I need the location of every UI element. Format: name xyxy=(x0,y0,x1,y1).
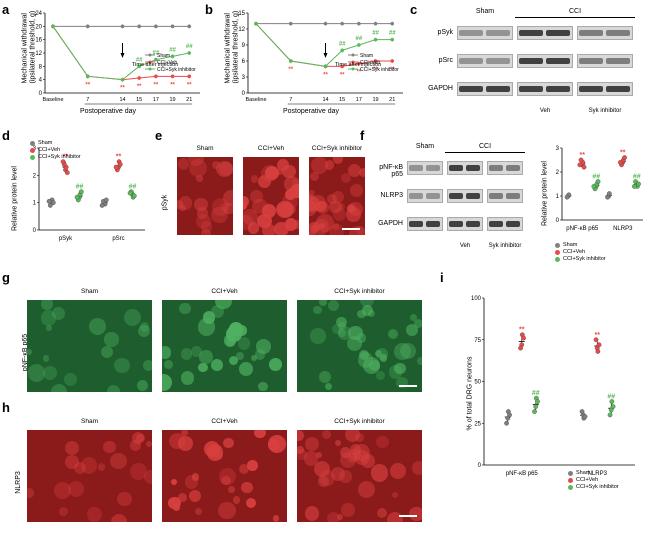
panel-c-western: ShamCCIpSykpSrcGAPDHVehSyk inhibitor xyxy=(425,8,645,113)
chart-d-ylabel: Relative protein level xyxy=(12,159,19,239)
svg-text:75: 75 xyxy=(474,338,481,344)
panel-g-micro: pNF-κB p65ShamCCI+VehCCI+Syk inhibitor xyxy=(15,288,435,396)
svg-text:14: 14 xyxy=(119,97,125,103)
svg-text:16: 16 xyxy=(35,38,42,44)
svg-text:21: 21 xyxy=(186,97,192,103)
chart-b-ylabel: Mechanical withdrawal xyxy=(225,14,232,84)
panel-h-label: h xyxy=(2,400,10,415)
svg-text:1: 1 xyxy=(33,201,37,207)
svg-text:**: ** xyxy=(580,152,586,159)
svg-text:##: ## xyxy=(532,390,540,397)
panel-b-label: b xyxy=(205,2,213,17)
chart-b-xlabel: Postoperative day xyxy=(283,108,339,115)
svg-text:1: 1 xyxy=(556,194,560,200)
svg-text:**: ** xyxy=(154,82,159,88)
svg-text:8: 8 xyxy=(39,64,43,70)
chart-a-ylabel: Mechanical withdrawal xyxy=(22,14,29,84)
svg-text:NLRP3: NLRP3 xyxy=(613,226,633,232)
svg-text:0: 0 xyxy=(556,218,560,224)
svg-text:50: 50 xyxy=(474,380,481,386)
svg-text:pSyk: pSyk xyxy=(59,236,73,242)
svg-text:2: 2 xyxy=(556,170,560,176)
svg-text:pSrc: pSrc xyxy=(112,236,124,242)
chart-i: 0255075100pNF-κB p65**##NLRP3**## xyxy=(470,290,650,490)
svg-text:9: 9 xyxy=(242,43,246,49)
svg-text:7: 7 xyxy=(86,97,89,103)
svg-text:**: ** xyxy=(620,150,626,157)
svg-text:24: 24 xyxy=(35,11,42,17)
panel-e-label: e xyxy=(155,128,162,143)
svg-text:Sham: Sham xyxy=(157,53,170,59)
svg-text:14: 14 xyxy=(322,97,328,103)
svg-text:##: ## xyxy=(169,47,176,53)
svg-text:25: 25 xyxy=(474,421,481,427)
svg-text:**: ** xyxy=(120,86,125,92)
svg-text:Baseline: Baseline xyxy=(42,97,63,103)
panel-d-label: d xyxy=(2,128,10,143)
chart-f: 0 1 2 3 pNF-κB p65 ** ## NLRP3 ** ## xyxy=(548,140,650,250)
svg-text:##: ## xyxy=(389,31,396,37)
svg-text:**: ** xyxy=(116,154,122,161)
svg-text:**: ** xyxy=(137,84,142,90)
svg-text:pNF-κB p65: pNF-κB p65 xyxy=(506,471,539,477)
chart-b: 03691215Baseline71415171921************#… xyxy=(238,8,408,113)
svg-text:12: 12 xyxy=(238,27,245,33)
svg-text:0: 0 xyxy=(478,463,482,469)
panel-i-label: i xyxy=(440,270,444,285)
svg-text:**: ** xyxy=(595,332,601,339)
svg-text:**: ** xyxy=(288,67,293,73)
panel-a-label: a xyxy=(2,2,9,17)
svg-text:**: ** xyxy=(85,82,90,88)
svg-text:**: ** xyxy=(519,327,525,334)
chart-a: 04812162024Baseline71415171921**********… xyxy=(35,8,205,113)
chart-a-timelabel: Time after injection xyxy=(132,62,178,68)
svg-text:4: 4 xyxy=(39,78,43,84)
svg-text:3: 3 xyxy=(556,146,560,152)
svg-text:17: 17 xyxy=(153,97,159,103)
svg-text:##: ## xyxy=(607,394,615,401)
svg-text:19: 19 xyxy=(169,97,175,103)
svg-text:0: 0 xyxy=(33,228,37,234)
svg-text:7: 7 xyxy=(289,97,292,103)
svg-text:15: 15 xyxy=(136,97,142,103)
panel-e-micro: pSykShamCCI+VehCCI+Syk inhibitor xyxy=(165,145,360,245)
svg-text:15: 15 xyxy=(339,97,345,103)
svg-text:**: ** xyxy=(170,82,175,88)
svg-text:12: 12 xyxy=(35,51,42,57)
svg-text:100: 100 xyxy=(471,296,482,302)
svg-text:21: 21 xyxy=(389,97,395,103)
svg-text:**: ** xyxy=(340,72,345,78)
svg-text:##: ## xyxy=(76,184,84,191)
svg-text:3: 3 xyxy=(242,75,246,81)
svg-text:##: ## xyxy=(633,174,641,181)
svg-text:Baseline: Baseline xyxy=(245,97,266,103)
svg-text:##: ## xyxy=(592,174,600,181)
svg-text:**: ** xyxy=(323,72,328,78)
svg-text:19: 19 xyxy=(372,97,378,103)
svg-text:##: ## xyxy=(372,31,379,37)
panel-h-micro: NLRP3ShamCCI+VehCCI+Syk inhibitor xyxy=(15,418,435,526)
panel-g-label: g xyxy=(2,270,10,285)
panel-f-western: ShamCCIpNF-κB p65NLRP3GAPDHVehSyk inhibi… xyxy=(375,143,530,243)
chart-a-xlabel: Postoperative day xyxy=(80,108,136,115)
panel-c-label: c xyxy=(410,2,417,17)
svg-text:##: ## xyxy=(339,41,346,47)
svg-text:##: ## xyxy=(186,44,193,50)
svg-text:2: 2 xyxy=(33,173,37,179)
svg-text:##: ## xyxy=(129,184,137,191)
svg-text:17: 17 xyxy=(356,97,362,103)
svg-text:Sham: Sham xyxy=(360,53,373,59)
svg-text:20: 20 xyxy=(35,24,42,30)
panel-f-label: f xyxy=(360,128,364,143)
svg-text:**: ** xyxy=(187,82,192,88)
svg-text:##: ## xyxy=(356,36,363,42)
chart-b-timelabel: Time after injection xyxy=(335,62,381,68)
svg-text:6: 6 xyxy=(242,59,246,65)
svg-text:15: 15 xyxy=(238,11,245,17)
svg-text:pNF-κB p65: pNF-κB p65 xyxy=(566,226,599,232)
